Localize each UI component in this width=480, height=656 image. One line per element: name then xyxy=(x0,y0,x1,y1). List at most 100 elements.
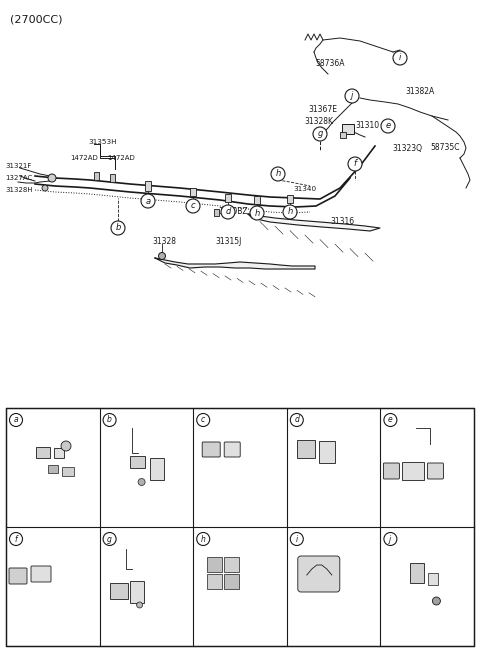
Text: 31328: 31328 xyxy=(402,542,423,548)
Text: a: a xyxy=(14,415,18,424)
Text: e: e xyxy=(385,121,391,131)
Text: i: i xyxy=(399,54,401,62)
Text: 31351J: 31351J xyxy=(114,419,136,425)
FancyBboxPatch shape xyxy=(224,442,240,457)
FancyBboxPatch shape xyxy=(427,463,444,479)
Circle shape xyxy=(197,413,210,426)
Circle shape xyxy=(283,205,297,219)
Bar xyxy=(36,447,50,458)
Text: 1327AC: 1327AC xyxy=(10,463,36,469)
Text: 31324J: 31324J xyxy=(104,443,126,449)
Circle shape xyxy=(138,478,145,485)
Bar xyxy=(287,195,293,203)
FancyBboxPatch shape xyxy=(298,556,340,592)
Circle shape xyxy=(381,119,395,133)
Text: 31324F: 31324F xyxy=(301,419,325,425)
Text: 31327: 31327 xyxy=(10,445,31,451)
Text: 1472AD: 1472AD xyxy=(107,155,135,161)
Polygon shape xyxy=(248,214,380,231)
Circle shape xyxy=(48,174,56,182)
Text: 31125M: 31125M xyxy=(36,477,62,483)
Text: 31324F: 31324F xyxy=(10,542,35,548)
Text: 31382A: 31382A xyxy=(405,87,434,96)
FancyBboxPatch shape xyxy=(31,566,51,582)
Bar xyxy=(297,440,315,458)
Text: 1327AC: 1327AC xyxy=(5,175,32,181)
Bar xyxy=(145,181,151,191)
Text: 31340: 31340 xyxy=(293,186,316,192)
Text: 31324K: 31324K xyxy=(384,457,409,463)
Circle shape xyxy=(271,167,285,181)
Text: 31351T: 31351T xyxy=(118,540,143,546)
Circle shape xyxy=(61,441,71,451)
Circle shape xyxy=(141,194,155,208)
Circle shape xyxy=(137,602,143,608)
Circle shape xyxy=(290,533,303,546)
Bar xyxy=(319,441,335,463)
Text: b: b xyxy=(107,415,112,424)
Text: a: a xyxy=(145,197,151,205)
Circle shape xyxy=(10,413,23,426)
Circle shape xyxy=(111,221,125,235)
Bar xyxy=(110,174,115,182)
Bar xyxy=(342,124,354,134)
Text: h: h xyxy=(201,535,205,544)
Bar xyxy=(207,557,222,572)
Text: 58735C: 58735C xyxy=(430,144,459,152)
Bar xyxy=(224,574,239,589)
Text: c: c xyxy=(201,415,205,424)
Circle shape xyxy=(393,51,407,65)
Text: 1125DB: 1125DB xyxy=(384,592,411,598)
Text: 31315J: 31315J xyxy=(215,237,241,245)
Text: f: f xyxy=(353,159,357,169)
Bar xyxy=(428,573,438,585)
Circle shape xyxy=(197,533,210,546)
Circle shape xyxy=(10,533,23,546)
Text: 31321F: 31321F xyxy=(5,163,31,169)
Text: 31323Q: 31323Q xyxy=(392,144,422,152)
Text: 31367E: 31367E xyxy=(308,106,337,115)
Circle shape xyxy=(103,533,116,546)
Text: 31337F: 31337F xyxy=(10,435,35,441)
Text: 31126B: 31126B xyxy=(28,419,53,425)
Circle shape xyxy=(103,413,116,426)
Text: c: c xyxy=(191,201,195,211)
Bar xyxy=(62,467,74,476)
Text: 58736A: 58736A xyxy=(315,60,345,68)
Text: 31324C: 31324C xyxy=(20,594,46,600)
Text: 31382A: 31382A xyxy=(104,576,129,582)
Bar xyxy=(224,557,239,572)
Text: g: g xyxy=(107,535,112,544)
Text: 31316: 31316 xyxy=(330,218,354,226)
Text: (2700CC): (2700CC) xyxy=(10,14,62,24)
Bar xyxy=(214,209,219,216)
Bar xyxy=(254,196,260,204)
Text: 31324H: 31324H xyxy=(207,467,233,473)
Bar xyxy=(130,456,144,468)
FancyBboxPatch shape xyxy=(384,463,399,479)
Circle shape xyxy=(158,253,166,260)
Circle shape xyxy=(348,157,362,171)
Text: 31328C: 31328C xyxy=(307,536,332,542)
FancyBboxPatch shape xyxy=(9,568,27,584)
Text: i: i xyxy=(296,535,298,544)
Bar xyxy=(6,408,474,646)
FancyBboxPatch shape xyxy=(202,442,220,457)
Text: h: h xyxy=(276,169,281,178)
Text: 31328K: 31328K xyxy=(304,117,333,125)
Text: j: j xyxy=(389,535,392,544)
Text: 31353H: 31353H xyxy=(88,139,117,145)
Text: h: h xyxy=(254,209,260,218)
Text: 31310: 31310 xyxy=(355,121,379,131)
Text: 31324: 31324 xyxy=(134,457,156,463)
Text: 1410BZ: 1410BZ xyxy=(218,207,248,216)
Bar xyxy=(109,583,128,599)
Text: j: j xyxy=(351,91,353,100)
Circle shape xyxy=(384,533,397,546)
Bar xyxy=(48,465,58,473)
Bar xyxy=(402,462,424,480)
Text: f: f xyxy=(15,535,17,544)
Text: 31328D: 31328D xyxy=(213,536,239,542)
Circle shape xyxy=(250,206,264,220)
Circle shape xyxy=(313,127,327,141)
